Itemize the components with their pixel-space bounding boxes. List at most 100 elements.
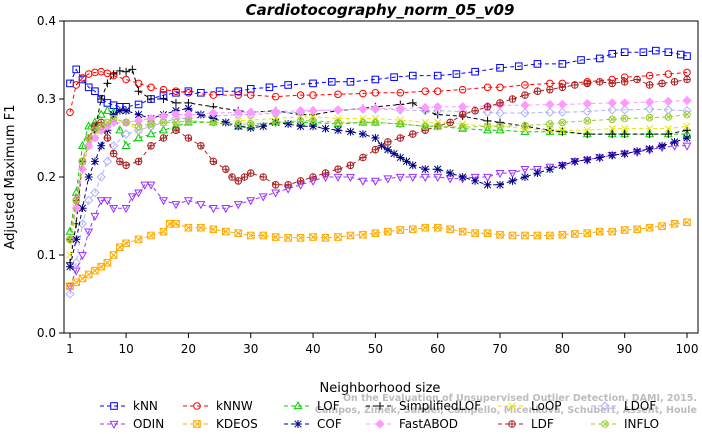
data-point-inflo [72, 196, 81, 205]
data-point-ldof [520, 108, 530, 118]
legend-item-cof: COF [284, 417, 342, 431]
data-point-kdeos [197, 223, 205, 232]
data-point-inflo [147, 120, 155, 128]
data-point-odin [127, 193, 137, 202]
x-tick-label: 80 [555, 342, 570, 356]
data-point-odin [383, 175, 393, 184]
data-point-odin [271, 189, 281, 198]
data-point-knnw [521, 81, 529, 89]
data-point-fastabod [183, 109, 194, 120]
data-point-fastabod [663, 96, 673, 107]
legend-label: KDEOS [216, 417, 258, 431]
y-tick-label: 0.3 [37, 92, 56, 106]
data-point-lof [96, 109, 106, 118]
data-point-knn [91, 87, 99, 96]
data-point-ldf [346, 161, 355, 170]
legend-item-kdeos: KDEOS [183, 417, 258, 431]
legend-label: kNN [133, 399, 158, 413]
data-point-ldof [482, 107, 493, 117]
data-point-knnw [309, 91, 317, 99]
data-point-cof [196, 110, 205, 119]
data-point-fastabod [77, 164, 88, 174]
data-point-kdeos [583, 229, 592, 237]
data-point-cof [533, 169, 542, 178]
data-point-inflo [122, 118, 130, 127]
data-point-knn [433, 71, 442, 80]
x-axis-title: Neighborhood size [320, 381, 441, 396]
x-tick-label: 10 [118, 342, 133, 356]
legend-swatch-marker [110, 402, 118, 410]
data-point-kdeos [359, 230, 367, 239]
data-point-inflo [209, 118, 218, 127]
data-point-knn [577, 56, 585, 64]
data-point-cof [496, 180, 504, 189]
data-point-ldf [533, 87, 542, 95]
data-point-odin [370, 177, 380, 186]
data-point-ldf [595, 78, 604, 86]
x-tick-label: 50 [368, 342, 383, 356]
series-line-ldof [69, 108, 688, 295]
data-point-lof [545, 126, 555, 135]
data-point-ldf [109, 149, 118, 158]
data-point-kdeos [284, 234, 292, 242]
data-point-cof [296, 122, 305, 131]
series-line-kdeos [69, 221, 688, 287]
data-point-fastabod [171, 109, 181, 120]
data-point-simplifiedlof [134, 87, 143, 96]
data-point-ldf [583, 79, 592, 88]
data-point-ldf [608, 79, 617, 88]
data-point-simplifiedlof [683, 126, 691, 135]
data-point-knn [197, 88, 205, 97]
data-point-knnw [122, 75, 130, 84]
data-point-kdeos [645, 223, 654, 232]
data-point-cof [115, 106, 124, 115]
data-point-cof [122, 106, 131, 115]
data-point-odin [196, 201, 206, 210]
legend-item-ldof: LDOF [591, 399, 656, 413]
legend-swatch-marker [193, 402, 201, 410]
legend-label: LDOF [624, 399, 656, 413]
data-point-fastabod [520, 100, 530, 110]
data-point-ldof [433, 106, 443, 116]
legend-swatch-marker [294, 420, 302, 428]
data-point-ldf [408, 130, 417, 138]
data-point-knn [595, 54, 604, 63]
data-point-cof [377, 141, 386, 150]
data-point-simplifiedlof [583, 130, 592, 139]
data-point-simplifiedlof [608, 130, 617, 139]
data-point-odin [358, 177, 368, 186]
data-point-ldf [521, 91, 529, 99]
data-point-fastabod [433, 102, 443, 112]
data-point-ldof [545, 107, 555, 117]
data-point-knn [683, 52, 691, 60]
data-point-kdeos [159, 227, 168, 236]
data-point-inflo [521, 121, 529, 130]
data-point-kdeos [371, 229, 380, 237]
series-knnw [66, 67, 691, 117]
data-point-simplifiedlof [496, 118, 504, 127]
data-point-cof [658, 141, 667, 150]
data-point-ldf [197, 142, 205, 150]
data-point-knn [346, 78, 355, 86]
data-point-knn [408, 71, 417, 80]
data-point-ldf [209, 157, 218, 166]
data-point-lof [146, 129, 156, 138]
x-tick-label: 30 [243, 342, 258, 356]
data-point-kdeos [458, 227, 467, 236]
data-point-lof [115, 125, 125, 134]
data-point-ldof [557, 107, 568, 117]
data-point-knn [608, 49, 617, 58]
data-point-kdeos [521, 231, 529, 240]
data-point-ldof [96, 172, 106, 182]
data-point-kdeos [271, 233, 280, 241]
data-point-simplifiedlof [171, 98, 180, 107]
data-point-fastabod [90, 133, 100, 143]
data-point-knn [471, 67, 479, 76]
data-point-odin [408, 173, 418, 182]
data-point-simplifiedlof [97, 95, 106, 103]
data-point-cof [383, 145, 392, 154]
legend-item-inflo: INFLO [591, 417, 659, 431]
data-point-fastabod [84, 141, 94, 151]
data-point-kdeos [496, 230, 504, 239]
